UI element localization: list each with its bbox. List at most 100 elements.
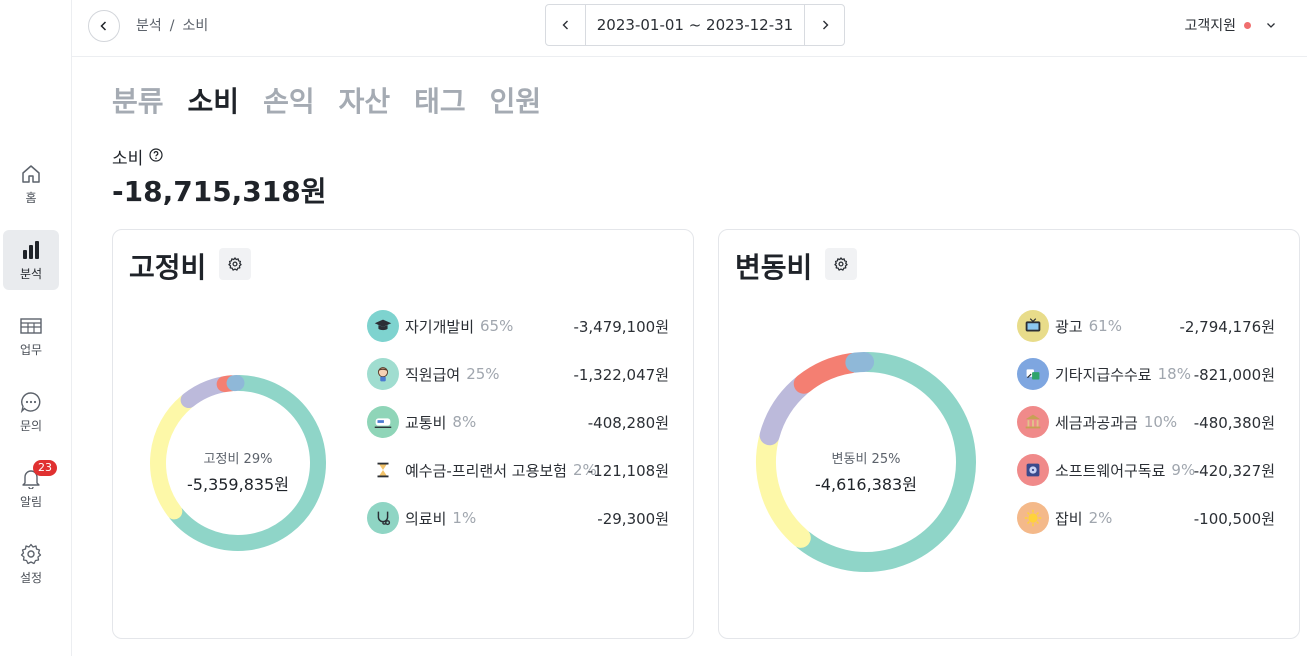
help-icon[interactable]	[149, 147, 163, 167]
variable-cost-card: 변동비 변동비 25% -4,616,383원 광고 61% -2,794,176원…	[718, 229, 1300, 639]
legend-item-name: 기타지급수수료	[1055, 365, 1152, 384]
sidebar-item-analysis[interactable]: 분석	[3, 230, 59, 290]
fixed-settings-button[interactable]	[219, 248, 251, 280]
legend-item[interactable]: 잡비 2% -100,500원	[1017, 502, 1275, 534]
donut-slice[interactable]	[793, 352, 976, 572]
legend-item[interactable]: 기타지급수수료 18% -821,000원	[1017, 358, 1275, 390]
category-tabs: 분류 소비 손익 자산 태그 인원	[112, 80, 565, 120]
legend-item-percent: 25%	[466, 365, 500, 383]
fixed-cost-donut-chart	[150, 375, 326, 551]
bank-icon	[1017, 406, 1049, 438]
legend-item-name: 소프트웨어구독료	[1055, 461, 1166, 480]
tab-assets[interactable]: 자산	[338, 85, 391, 118]
legend-item-name: 세금과공과금	[1055, 413, 1138, 432]
donut-slice[interactable]	[845, 352, 875, 373]
sidebar-item-home[interactable]: 홈	[3, 154, 59, 214]
legend-item-percent: 61%	[1088, 317, 1122, 335]
chevron-right-icon	[822, 20, 828, 30]
fee-icon	[1017, 358, 1049, 390]
sidebar-item-label: 홈	[25, 190, 37, 205]
sidebar-item-inquiry[interactable]: 문의	[3, 382, 59, 442]
donut-center-label: 변동비 25%	[831, 452, 901, 467]
table-icon	[20, 315, 42, 337]
legend-item-percent: 10%	[1143, 413, 1178, 431]
legend-item-name: 의료비	[405, 509, 447, 528]
legend-item-amount: -3,479,100원	[573, 317, 669, 336]
legend-item-percent: 65%	[480, 317, 514, 335]
legend-item[interactable]: 예수금-프리랜서 고용보험 2% -121,108원	[367, 454, 669, 486]
legend-item-name: 예수금-프리랜서 고용보험	[405, 461, 567, 480]
fixed-cost-card: 고정비 고정비 29% -5,359,835원 자기개발비 65% -3,479,1…	[112, 229, 694, 639]
legend-item[interactable]: 광고 61% -2,794,176원	[1017, 310, 1275, 342]
home-icon	[20, 163, 42, 185]
sidebar-item-settings[interactable]: 설정	[3, 534, 59, 594]
bar-chart-icon	[20, 239, 42, 261]
card-title: 변동비	[735, 251, 813, 284]
sidebar-item-label: 문의	[19, 418, 43, 433]
sidebar-item-work[interactable]: 업무	[3, 306, 59, 366]
chevron-down-icon	[1267, 23, 1275, 28]
legend-item-amount: -420,327원	[1193, 461, 1275, 480]
legend-item[interactable]: 소프트웨어구독료 9% -420,327원	[1017, 454, 1275, 486]
legend-item[interactable]: 직원급여 25% -1,322,047원	[367, 358, 669, 390]
breadcrumb-item: 소비	[182, 18, 209, 34]
donut-slice[interactable]	[180, 376, 230, 409]
donut-center: 변동비 25% -4,616,383원	[755, 448, 977, 495]
donut-slice[interactable]	[756, 428, 811, 548]
tab-personnel[interactable]: 인원	[489, 85, 542, 118]
gear-icon	[20, 543, 42, 565]
top-bar: 분석 / 소비 2023-01-01 ~ 2023-12-31 고객지원	[72, 0, 1307, 57]
support-menu[interactable]: 고객지원	[1184, 15, 1277, 35]
next-period-button[interactable]	[804, 5, 844, 45]
legend-item[interactable]: 교통비 8% -408,280원	[367, 406, 669, 438]
notification-badge: 23	[33, 460, 57, 476]
gear-icon	[834, 257, 848, 271]
graduation-cap-icon	[367, 310, 399, 342]
legend-item-amount: -1,322,047원	[573, 365, 669, 384]
tab-classification[interactable]: 분류	[112, 85, 164, 118]
variable-settings-button[interactable]	[825, 248, 857, 280]
legend-item-name: 교통비	[405, 413, 447, 432]
legend-item-name: 광고	[1055, 317, 1083, 336]
legend-item-name: 잡비	[1055, 509, 1083, 528]
sidebar-item-label: 업무	[19, 342, 43, 357]
breadcrumb-separator: /	[169, 18, 175, 34]
legend-item[interactable]: 자기개발비 65% -3,479,100원	[367, 310, 669, 342]
legend-item-percent: 1%	[452, 509, 477, 527]
sidebar-item-notifications[interactable]: 23 알림	[3, 458, 59, 518]
legend-item-percent: 8%	[452, 413, 477, 431]
breadcrumb-item[interactable]: 분석	[136, 18, 162, 34]
date-range-text[interactable]: 2023-01-01 ~ 2023-12-31	[596, 16, 794, 34]
legend-item-amount: -2,794,176원	[1179, 317, 1275, 336]
tab-tags[interactable]: 태그	[414, 85, 466, 118]
legend-item-percent: 2%	[572, 461, 597, 479]
legend-item-amount: -480,380원	[1193, 413, 1275, 432]
prev-period-button[interactable]	[546, 5, 586, 45]
donut-center-label: 고정비 29%	[203, 452, 273, 467]
legend-item-name: 자기개발비	[405, 317, 475, 336]
support-label: 고객지원	[1184, 18, 1236, 34]
tab-spending[interactable]: 소비	[187, 85, 240, 118]
sidebar-item-label: 분석	[19, 266, 43, 281]
donut-slice[interactable]	[150, 393, 195, 520]
employee-icon	[367, 358, 399, 390]
donut-slice[interactable]	[759, 376, 811, 446]
chevron-left-icon	[562, 20, 568, 30]
legend-item-amount: -408,280원	[587, 413, 669, 432]
legend-item-percent: 18%	[1157, 365, 1191, 383]
summary-label: 소비	[112, 149, 144, 169]
donut-center: 고정비 29% -5,359,835원	[149, 448, 327, 495]
back-button[interactable]	[88, 10, 120, 42]
donut-center-value: -4,616,383원	[815, 475, 917, 494]
tab-profit-loss[interactable]: 손익	[263, 85, 315, 118]
hourglass-icon	[367, 454, 399, 486]
legend-item[interactable]: 의료비 1% -29,300원	[367, 502, 669, 534]
donut-slice[interactable]	[793, 353, 862, 394]
card-title: 고정비	[129, 251, 207, 284]
legend-item[interactable]: 세금과공과금 10% -480,380원	[1017, 406, 1275, 438]
sidebar-item-label: 알림	[19, 494, 43, 509]
legend-item-amount: -100,500원	[1193, 509, 1275, 528]
summary-total: -18,715,318원	[112, 175, 327, 208]
donut-slice[interactable]	[168, 375, 326, 551]
chevron-left-icon	[100, 21, 107, 31]
